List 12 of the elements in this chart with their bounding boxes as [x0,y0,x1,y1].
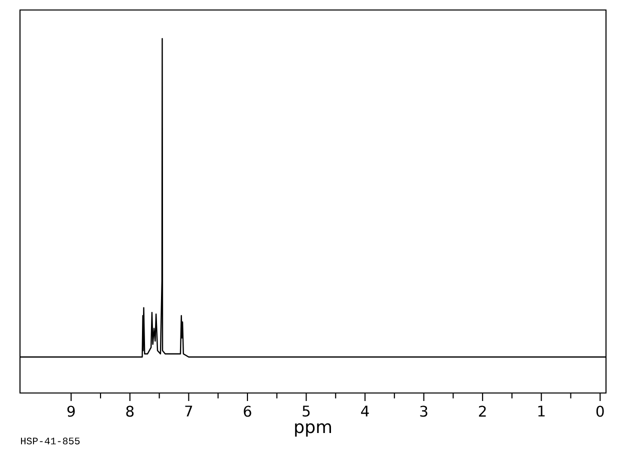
x-axis-title: ppm [295,423,331,437]
x-tick-label: 2 [478,406,486,417]
x-tick-label: 9 [67,406,75,417]
x-tick-label: 5 [302,406,310,417]
x-tick-label: 7 [185,406,192,416]
x-tick-label: 4 [361,406,369,416]
text: HSP-41-855 [21,438,80,444]
x-tick-label: 8 [126,406,134,417]
x-tick-label: 3 [420,406,428,417]
x-tick-label: 1 [538,406,545,416]
x-tick-label: 6 [244,406,252,417]
x-tick-label: 0 [596,406,604,417]
